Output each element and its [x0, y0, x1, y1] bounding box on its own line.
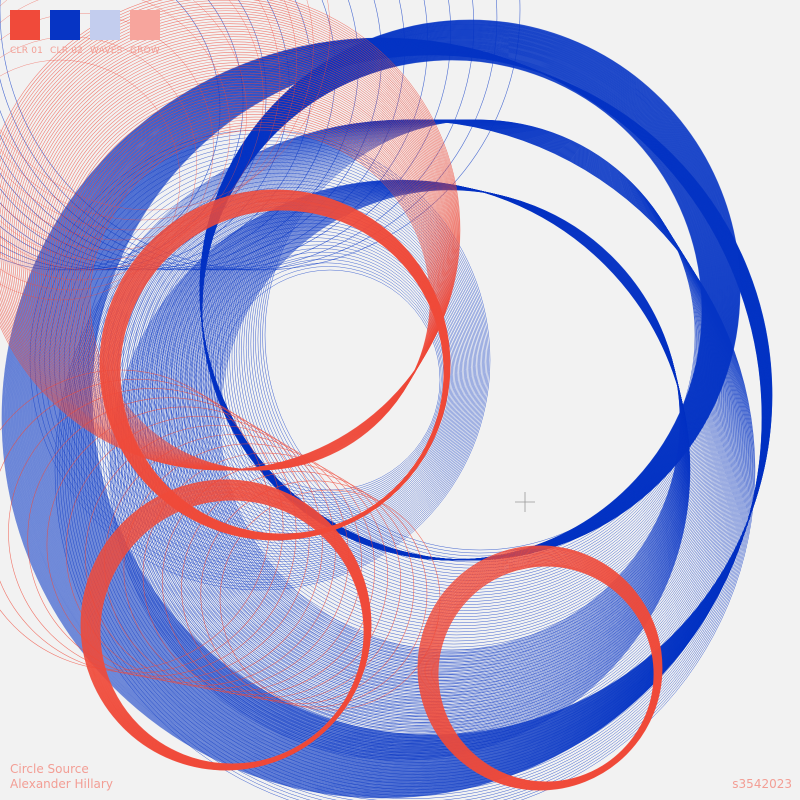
serial-number: s3542023 [732, 777, 792, 791]
swatch-clr-02[interactable]: CLR 02 [50, 10, 84, 56]
swatch-grow[interactable]: GROW [130, 10, 160, 56]
swatch-waves-label: WAVES [90, 46, 123, 56]
swatch-waves-chip[interactable] [90, 10, 120, 40]
palette-swatches: CLR 01 CLR 02 WAVES GROW [10, 10, 160, 56]
artwork-author: Alexander Hillary [10, 777, 113, 791]
swatch-waves[interactable]: WAVES [90, 10, 123, 56]
crosshair-icon [515, 492, 535, 512]
swatch-grow-chip[interactable] [130, 10, 160, 40]
swatch-clr-02-chip[interactable] [50, 10, 80, 40]
credit-block: Circle Source Alexander Hillary [10, 762, 113, 792]
swatch-grow-label: GROW [130, 46, 161, 56]
swatch-clr-01-chip[interactable] [10, 10, 40, 40]
swatch-clr-02-label: CLR 02 [50, 46, 84, 56]
swatch-clr-01[interactable]: CLR 01 [10, 10, 44, 56]
swatch-clr-01-label: CLR 01 [10, 46, 44, 56]
artwork-title: Circle Source [10, 762, 89, 776]
